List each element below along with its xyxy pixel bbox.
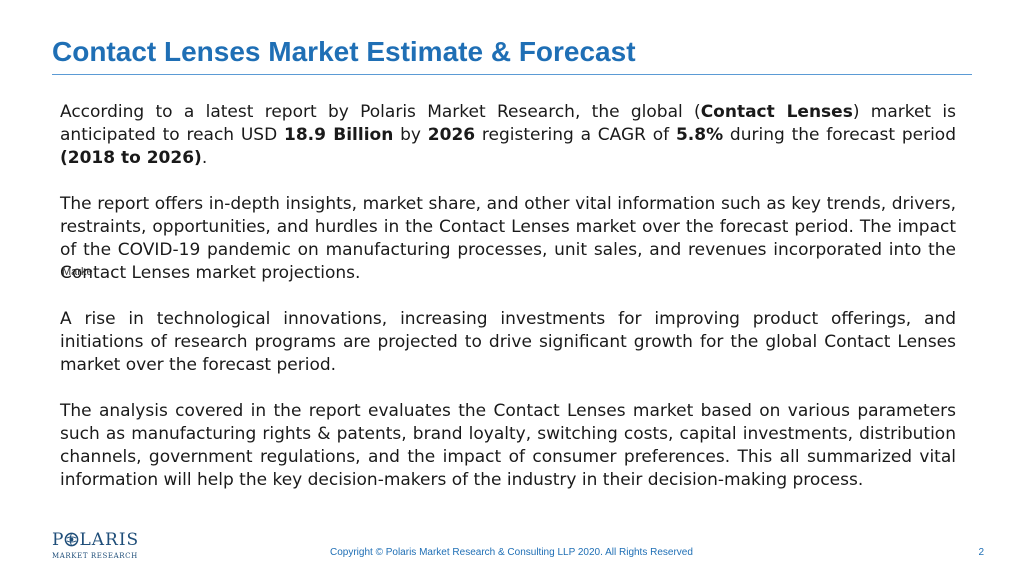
- p2-text-2: ct Lenses market projections.: [110, 263, 361, 283]
- p1-bold-value: 18.9 Billion: [284, 125, 394, 145]
- paragraph-report-insights: The report offers in-depth insights, mar…: [60, 193, 956, 285]
- p1-bold-cagr: 5.8%: [675, 125, 724, 145]
- body-text: According to a latest report by Polaris …: [60, 101, 956, 492]
- logo-subtitle: MARKET RESEARCH: [52, 552, 138, 560]
- logo-letters-rest: LARIS: [79, 530, 140, 550]
- polaris-logo: P LARIS MARKET RESEARCH: [52, 530, 142, 564]
- p1-bold-product: Contact Lenses: [700, 102, 853, 122]
- globe-o-icon: [64, 532, 79, 552]
- p1-text-2: ) market is anticipated to reach USD: [60, 102, 956, 145]
- p1-text-3: by: [393, 125, 428, 145]
- title-divider: [52, 74, 972, 75]
- logo-letter-p: P: [52, 530, 65, 550]
- logo-wordmark: P LARIS: [52, 530, 139, 552]
- p1-text-4: registering a CAGR of: [475, 125, 676, 145]
- p2-text-1: The report offers in-depth insights, mar…: [60, 194, 956, 260]
- slide-title: Contact Lenses Market Estimate & Forecas…: [52, 36, 636, 67]
- overlapping-word-group: Conta Marke: [60, 262, 110, 285]
- footer-copyright: Copyright © Polaris Market Research & Co…: [330, 547, 693, 558]
- p1-bold-year: 2026: [427, 125, 476, 145]
- p1-text-6: .: [201, 148, 208, 168]
- paragraph-analysis-scope: The analysis covered in the report evalu…: [60, 401, 956, 490]
- paragraph-growth-drivers: A rise in technological innovations, inc…: [60, 309, 956, 375]
- p2-overlap-over: Marke: [62, 266, 93, 278]
- paragraph-market-estimate: According to a latest report by Polaris …: [60, 101, 956, 170]
- page-number: 2: [978, 547, 984, 558]
- p1-text-1: According to a latest report by Polaris …: [60, 102, 701, 122]
- p1-bold-period: (2018 to 2026): [60, 148, 202, 168]
- p1-text-5: during the forecast period: [723, 125, 956, 145]
- p2-overlap-under: Conta: [60, 263, 111, 283]
